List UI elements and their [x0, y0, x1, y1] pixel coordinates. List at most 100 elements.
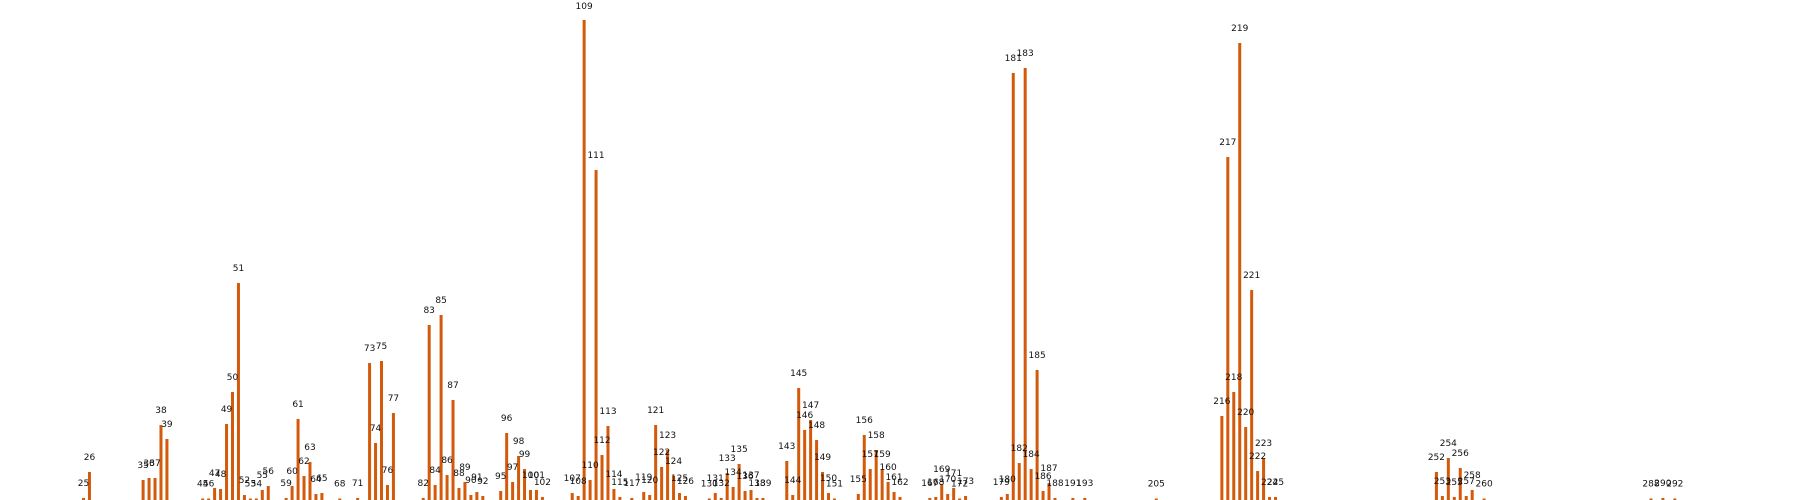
bar-label-288: 288	[1642, 480, 1659, 490]
bar-87	[451, 400, 455, 500]
bar-223	[1262, 458, 1266, 500]
bar-258	[1470, 490, 1474, 500]
bar-label-130: 130	[701, 480, 718, 490]
bar-119	[642, 492, 646, 500]
bar-53	[248, 498, 252, 500]
bar-86	[445, 475, 449, 500]
bar-99	[523, 469, 527, 500]
bar-180	[1005, 494, 1009, 500]
bar-155	[856, 494, 860, 500]
bar-218	[1232, 392, 1236, 500]
bar-label-65: 65	[316, 474, 327, 484]
bar-label-186: 186	[1034, 472, 1051, 482]
bar-label-219: 219	[1231, 24, 1248, 34]
bar-101	[534, 490, 538, 500]
bar-55	[260, 490, 264, 500]
bar-191	[1071, 498, 1075, 500]
bar-label-99: 99	[519, 450, 531, 460]
bar-label-151: 151	[826, 480, 843, 490]
bar-label-126: 126	[677, 477, 694, 487]
bar-label-223: 223	[1255, 439, 1272, 449]
bar-label-257: 257	[1458, 477, 1475, 487]
bar-122	[660, 467, 664, 500]
bar-114	[612, 489, 616, 500]
bar-90	[469, 495, 473, 500]
bar-102	[540, 497, 544, 500]
bar-183	[1023, 68, 1027, 500]
bar-100	[529, 490, 532, 500]
bar-159	[880, 469, 884, 500]
bar-label-185: 185	[1029, 351, 1046, 361]
bar-label-167: 167	[921, 479, 938, 489]
bar-107	[570, 493, 574, 500]
bar-label-145: 145	[790, 369, 807, 379]
bar-109	[582, 20, 586, 500]
bar-252	[1434, 472, 1438, 500]
bar-label-26: 26	[84, 453, 96, 463]
bar-73	[368, 363, 372, 500]
bar-172	[958, 498, 962, 500]
bar-220	[1244, 427, 1248, 500]
bar-257	[1464, 496, 1468, 500]
bar-label-124: 124	[665, 457, 682, 467]
bar-253	[1440, 496, 1444, 500]
bar-38	[159, 425, 163, 500]
bar-label-184: 184	[1023, 450, 1040, 460]
bar-label-68: 68	[334, 480, 346, 490]
bar-label-110: 110	[582, 461, 599, 471]
bar-75	[380, 361, 383, 500]
bar-label-183: 183	[1017, 49, 1034, 59]
bar-label-62: 62	[298, 457, 309, 467]
bar-label-53: 53	[245, 480, 256, 490]
bar-label-117: 117	[623, 479, 640, 489]
bar-68	[338, 498, 342, 500]
bar-50	[231, 392, 234, 500]
bar-137	[749, 490, 753, 500]
bar-label-75: 75	[376, 342, 387, 352]
bar-138	[755, 498, 759, 500]
bar-160	[886, 482, 890, 500]
bar-label-148: 148	[808, 421, 825, 431]
bar-label-98: 98	[513, 437, 525, 447]
bar-136	[743, 491, 747, 500]
bar-112	[600, 455, 604, 500]
bar-label-48: 48	[215, 470, 227, 480]
bar-47	[213, 488, 217, 500]
bar-label-55: 55	[257, 471, 268, 481]
bar-label-162: 162	[891, 478, 908, 488]
bar-169	[940, 484, 944, 500]
bar-label-95: 95	[495, 472, 506, 482]
bar-65	[320, 493, 324, 500]
bar-25	[82, 498, 85, 500]
bar-label-39: 39	[161, 420, 173, 430]
bar-205	[1154, 498, 1158, 500]
bar-label-160: 160	[880, 463, 897, 473]
bar-label-100: 100	[522, 471, 539, 481]
bar-label-191: 191	[1064, 479, 1081, 489]
bar-113	[606, 426, 610, 500]
bar-148	[815, 440, 819, 500]
bar-184	[1029, 469, 1033, 500]
bar-193	[1083, 498, 1087, 500]
bar-label-260: 260	[1476, 480, 1493, 490]
bar-88	[457, 488, 461, 500]
bar-label-179: 179	[993, 478, 1010, 488]
bar-label-108: 108	[570, 477, 587, 487]
bar-216	[1220, 416, 1224, 500]
bar-151	[832, 498, 836, 500]
bar-117	[630, 498, 634, 500]
bar-label-144: 144	[784, 476, 801, 486]
bar-label-216: 216	[1213, 397, 1230, 407]
bar-126	[683, 496, 687, 500]
bar-label-60: 60	[286, 467, 298, 477]
bar-95	[499, 491, 503, 500]
bar-98	[517, 456, 521, 500]
bar-162	[898, 497, 902, 500]
bar-label-76: 76	[382, 466, 394, 476]
bar-46	[207, 498, 211, 500]
bar-188	[1053, 498, 1057, 500]
bar-label-133: 133	[719, 454, 736, 464]
bar-254	[1446, 458, 1450, 500]
bar-91	[475, 492, 479, 500]
bar-134	[731, 487, 735, 500]
